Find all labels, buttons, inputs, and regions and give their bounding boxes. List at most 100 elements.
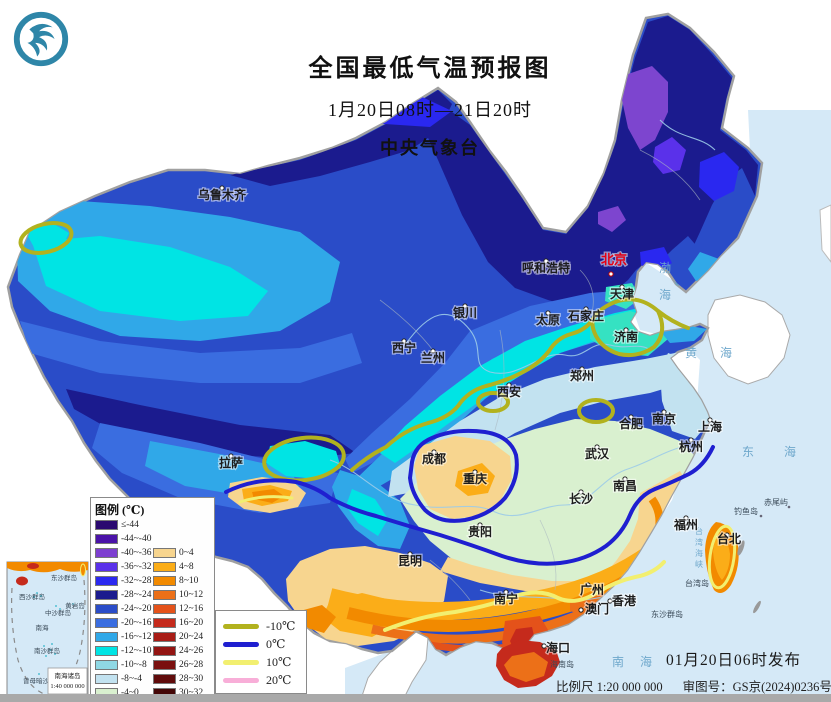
legend-row: 8~10: [153, 574, 203, 588]
legend-swatch: [153, 576, 176, 586]
city-marker: [506, 382, 512, 388]
legend-swatch: [153, 674, 176, 684]
contour-zero: [224, 428, 715, 566]
city-label: 福州: [673, 517, 698, 532]
city-marker: [578, 607, 584, 613]
city-label: 重庆: [463, 471, 487, 486]
island-label: 东沙群岛: [651, 609, 683, 619]
legend-row: -16~-12: [95, 630, 151, 644]
map-title: 全国最低气温预报图: [308, 56, 552, 82]
rivers: [329, 119, 716, 601]
city-label: 天津: [610, 286, 634, 301]
contour-plus10: [238, 495, 666, 632]
legend-range-label: -36~-32: [121, 562, 152, 572]
city-marker: [688, 437, 694, 443]
legend-row: -24~-20: [95, 602, 151, 616]
city-marker: [661, 409, 667, 415]
legend-swatch: [95, 576, 118, 586]
contour-legend-row: 0℃: [223, 635, 300, 653]
city-marker: [430, 348, 436, 354]
island-label: 赤尾屿: [764, 498, 788, 507]
sea-label: 黄: [685, 346, 697, 360]
legend-row: -44~-40: [95, 532, 151, 546]
city-marker: [707, 417, 713, 423]
inset-caption-box: [47, 667, 88, 695]
sea-label: 海: [659, 287, 671, 302]
city-label: 昆明: [398, 554, 422, 568]
legend-swatch: [95, 534, 118, 544]
contour-line-swatch: [223, 623, 259, 629]
city-label: 南京: [652, 411, 676, 426]
legend-range-label: 16~20: [179, 618, 204, 628]
city-marker: [462, 303, 468, 309]
city-marker: [623, 327, 629, 333]
city-marker: [407, 551, 413, 557]
contour-legend-row: 10℃: [223, 653, 300, 671]
city-marker: [583, 306, 589, 312]
legend-range-label: -44~-40: [121, 534, 152, 544]
city-marker: [619, 284, 625, 290]
city-label: 台北: [717, 531, 741, 546]
legend-row: 26~28: [153, 658, 203, 672]
contour-line-swatch: [223, 677, 259, 683]
legend-row: 16~20: [153, 616, 203, 630]
issue-time: 01月20日06时发布: [666, 652, 802, 669]
contour-lines: [18, 221, 715, 632]
city-label: 西宁: [392, 340, 416, 355]
legend-range-label: -32~-28: [121, 576, 152, 586]
island-label: 台湾岛: [685, 578, 709, 588]
legend-swatch: [95, 618, 118, 628]
contour-line-swatch: [223, 641, 259, 647]
city-marker: [607, 598, 613, 604]
contour-minus10: [18, 221, 690, 483]
title-block: 全国最低气温预报图 1月20日08时—21日20时 中央气象台: [240, 48, 620, 160]
legend-swatch: [153, 646, 176, 656]
inset-label: 东沙群岛: [51, 573, 77, 582]
city-marker: [401, 338, 407, 344]
legend-column-cold: ≤-44 -44~-40 -40~-36 -36~-32 -32~-28 -28~-24 -…: [95, 518, 151, 700]
city-label: 西安: [497, 384, 521, 399]
city-marker: [683, 515, 689, 521]
legend-column-warm: 0~4 4~8 8~10 10~12 12~16 16~20 20~24 24~26 26~28…: [153, 546, 203, 700]
legend-swatch: [95, 590, 118, 600]
city-label: 海口: [546, 640, 570, 655]
contour-line-swatch: [223, 659, 259, 665]
legend-swatch: [153, 660, 176, 670]
legend-row: 10~12: [153, 588, 203, 602]
legend-swatch: [95, 604, 118, 614]
hainan-island: [496, 640, 560, 688]
sea-label: 台: [695, 526, 703, 536]
legend-range-label: 24~26: [179, 646, 204, 656]
legend-row: -40~-36: [95, 546, 151, 560]
city-marker: [219, 185, 225, 191]
city-label: 香港: [611, 593, 637, 608]
legend-swatch: [153, 548, 176, 558]
sea-label: 海: [695, 548, 703, 558]
sea-label: 海: [720, 345, 732, 360]
island-label: 钓鱼岛: [734, 506, 758, 516]
legend-row: 0~4: [153, 546, 203, 560]
legend-row: ≤-44: [95, 518, 151, 532]
temperature-legend: 图例 (℃) ≤-44 -44~-40 -40~-36 -36~-32 -32~-28 -…: [90, 497, 215, 698]
legend-swatch: [95, 660, 118, 670]
city-label: 南宁: [494, 591, 518, 606]
city-marker: [585, 582, 591, 588]
city-label: 呼和浩特: [522, 260, 570, 275]
map-approval-number: 审图号：GS京(2024)0236号: [682, 680, 831, 694]
contour-legend: -10℃ 0℃ 10℃ 20℃: [215, 610, 307, 694]
legend-swatch: [95, 674, 118, 684]
legend-range-label: -24~-20: [121, 604, 152, 614]
legend-range-label: 10~12: [179, 590, 204, 600]
legend-row: -10~-8: [95, 658, 151, 672]
city-marker: [541, 643, 547, 649]
map-scale: 比例尺 1:20 000 000: [556, 680, 663, 694]
legend-range-label: ≤-44: [121, 520, 139, 530]
city-marker: [578, 489, 584, 495]
legend-range-label: -28~-24: [121, 590, 152, 600]
contour-line-label: 0℃: [266, 636, 286, 651]
legend-range-label: -40~-36: [121, 548, 152, 558]
